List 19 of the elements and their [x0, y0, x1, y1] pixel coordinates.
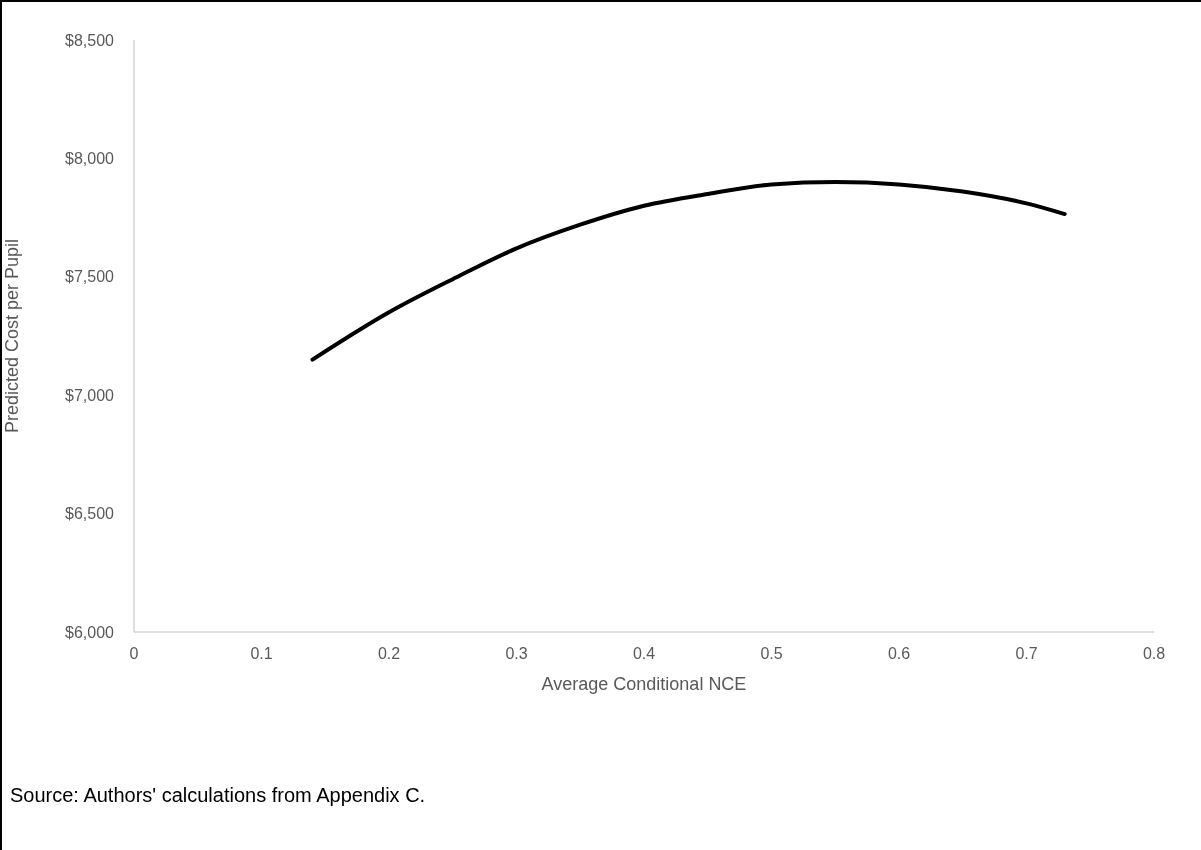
x-tick-label: 0.4: [632, 645, 656, 663]
y-tick-label: $6,500: [65, 505, 115, 523]
x-tick-label: 0.1: [250, 645, 273, 663]
x-tick-label: 0.6: [887, 645, 911, 663]
x-tick-label: 0.2: [377, 645, 401, 663]
x-tick-label: 0: [129, 645, 139, 663]
x-axis-title: Average Conditional NCE: [541, 674, 747, 694]
y-tick-label: $7,500: [65, 268, 115, 286]
y-axis-title: Predicted Cost per Pupil: [2, 238, 23, 434]
x-tick-label: 0.3: [505, 645, 528, 663]
line-series: [310, 180, 1067, 362]
y-tick-label: $8,500: [65, 31, 115, 49]
y-tick-label: $8,000: [65, 150, 115, 168]
source-note: Source: Authors' calculations from Appendix C.: [10, 784, 426, 807]
x-tick-label: 0.5: [760, 645, 783, 663]
y-tick-label: $7,000: [65, 386, 115, 404]
x-tick-label: 0.7: [1015, 645, 1038, 663]
x-tick-label: 0.8: [1142, 645, 1166, 663]
y-tick-label: $6,000: [65, 623, 115, 641]
